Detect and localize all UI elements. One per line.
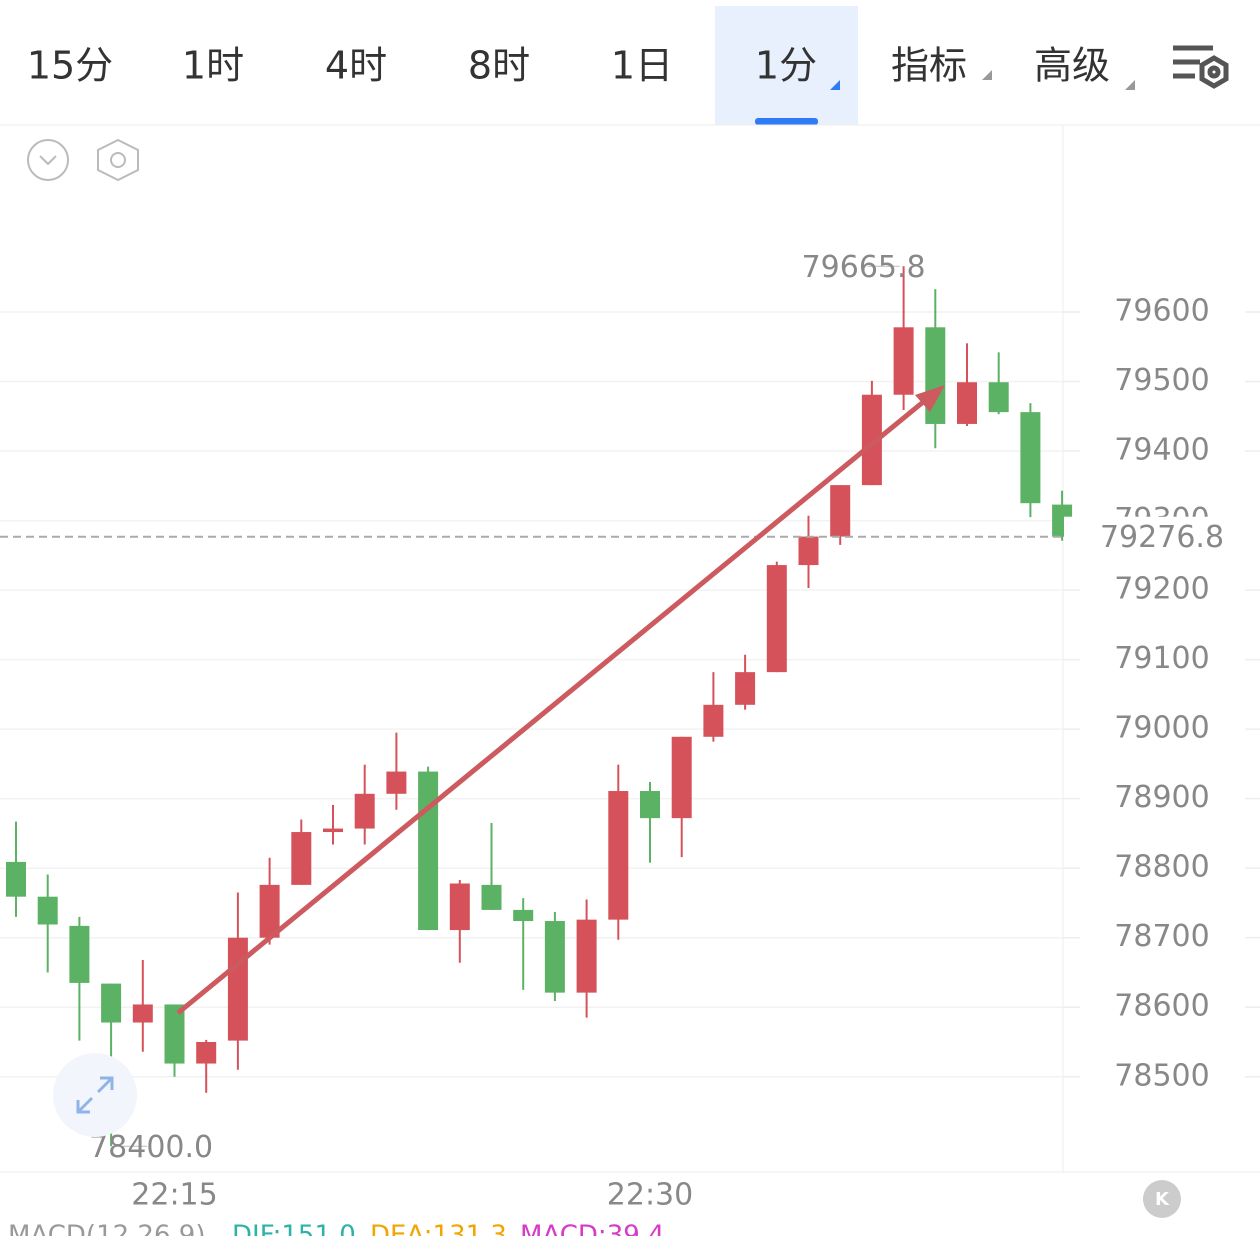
tab[interactable]: 1时 [182, 44, 244, 88]
y-tick-label: 78800 [1114, 850, 1209, 885]
annotation-label: 79665.8 [802, 250, 926, 285]
tab[interactable]: 指标 [891, 44, 967, 88]
candle-body [544, 921, 565, 993]
x-tick-label: 22:15 [131, 1178, 217, 1213]
tab[interactable]: 1日 [611, 44, 673, 88]
x-tick-label: 22:30 [607, 1178, 693, 1213]
y-tick-label: 79100 [1114, 641, 1209, 676]
candle-body [830, 485, 851, 537]
last-price-label: 79276.8 [1100, 520, 1224, 555]
k-button[interactable] [1143, 1180, 1181, 1218]
y-tick-label: 79400 [1114, 433, 1209, 468]
candle-body [861, 394, 882, 486]
y-tick-label: 79000 [1114, 711, 1209, 746]
collapse-icon[interactable] [27, 139, 69, 181]
zoom-button[interactable] [53, 1053, 137, 1137]
candle-body [640, 791, 660, 819]
candle-body [766, 565, 787, 673]
collapse-chevron [39, 155, 57, 166]
dropdown-caret [830, 80, 840, 90]
candle-body [671, 736, 692, 819]
y-tick-label: 78900 [1114, 780, 1209, 815]
candle-body [576, 919, 597, 993]
tab[interactable]: 1分 [755, 44, 817, 88]
tab[interactable]: 高级 [1034, 44, 1110, 88]
candle-body [893, 327, 914, 395]
last-price-bg [1064, 516, 1260, 557]
active-tab-underline [755, 118, 818, 125]
candle-body [69, 925, 90, 983]
y-tick-label: 79600 [1114, 294, 1209, 329]
indicator-value: DEA:131.3 [370, 1221, 507, 1236]
settings-hex[interactable] [97, 138, 139, 182]
candle-body [957, 382, 977, 424]
tab[interactable]: 15分 [27, 44, 113, 88]
candle-body [386, 771, 407, 794]
annotation-label: 78400.0 [89, 1130, 213, 1165]
candle-body [259, 884, 280, 938]
indicator-name: MACD(12,26,9) [8, 1221, 205, 1236]
candle-body [227, 937, 248, 1041]
indicator-value: DIF:151.0 [232, 1221, 356, 1236]
candle-body [513, 909, 534, 922]
candle-body [291, 832, 312, 885]
zoom-icon [76, 1076, 114, 1114]
y-tick-label: 79500 [1114, 363, 1209, 398]
settings-icon[interactable] [1173, 45, 1229, 89]
candle-body [132, 1004, 153, 1023]
k-icon: K [1155, 1189, 1170, 1210]
y-tick-label: 79200 [1114, 572, 1209, 607]
candle-body [418, 771, 439, 931]
candle-body [481, 884, 502, 910]
tab[interactable]: 4时 [325, 44, 387, 88]
candle-body [323, 828, 343, 833]
candle-body [608, 791, 629, 920]
candle-body [703, 704, 724, 737]
candle-body [101, 983, 122, 1023]
candle-body [449, 883, 470, 931]
plot: 78500 78600 78700 78800 78900 79000 79100 79200… [0, 250, 1260, 1213]
candle-body [798, 536, 819, 566]
candle-body [735, 672, 756, 705]
trend-arrow [176, 385, 945, 1015]
candle-body [164, 1004, 185, 1064]
y-tick-label: 78600 [1114, 989, 1209, 1024]
candle-body [37, 896, 58, 925]
candle-body [6, 861, 26, 897]
tab[interactable]: 8时 [468, 44, 530, 88]
indicator-row: MACD(12,26,9) DIF:151.0 DEA:131.3 MACD:39.4 [8, 1221, 665, 1236]
indicator-value: MACD:39.4 [520, 1221, 665, 1236]
settings-hex-dot [110, 152, 126, 168]
candle-body [1020, 412, 1041, 504]
candle-body [354, 793, 375, 829]
y-tick-label: 78500 [1114, 1058, 1209, 1093]
candle-body [196, 1041, 217, 1064]
candle-body [988, 382, 1009, 413]
active-tab-bg [715, 6, 858, 125]
y-tick-label: 78700 [1114, 919, 1209, 954]
